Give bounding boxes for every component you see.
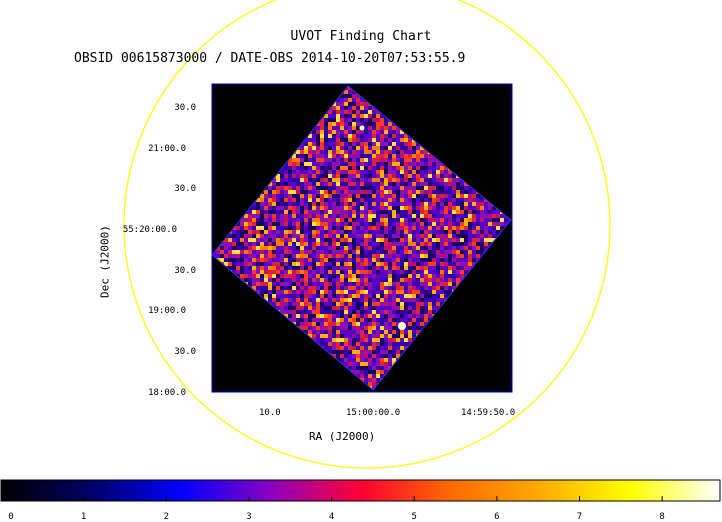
x-axis-title: RA (J2000) (309, 430, 375, 443)
ra-tick-label: 15:00:00.0 (346, 408, 400, 418)
dec-tick-label: 21:00.0 (96, 144, 186, 154)
bright-source (398, 322, 406, 330)
ra-tick-label: 10.0 (259, 408, 281, 418)
dec-tick-label: 30.0 (106, 266, 196, 276)
dec-tick-label: 30.0 (106, 103, 196, 113)
y-axis-title: Dec (J2000) (99, 212, 112, 312)
faint-source (360, 126, 365, 131)
colorbar (1, 480, 720, 501)
dec-tick-label: 30.0 (106, 184, 196, 194)
chart-title: UVOT Finding Chart (0, 29, 722, 44)
dec-tick-label: 30.0 (106, 347, 196, 357)
dec-tick-label: 18:00.0 (96, 388, 186, 398)
chart-subtitle: OBSID 00615873000 / DATE-OBS 2014-10-20T… (74, 51, 465, 66)
ra-tick-label: 14:59:50.0 (461, 408, 515, 418)
